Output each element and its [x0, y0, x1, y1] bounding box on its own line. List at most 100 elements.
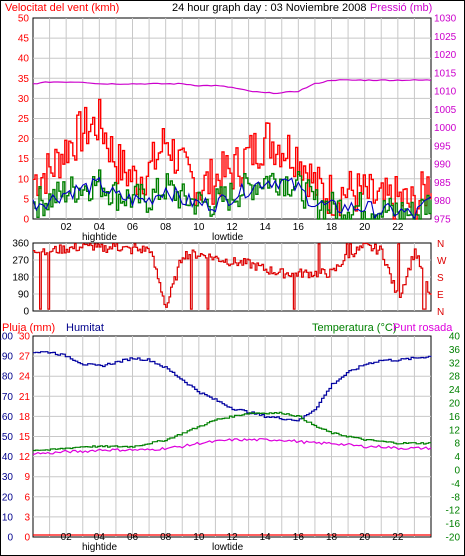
humidity-temperature-panel: 0102030405060708090100036912151821242730…: [0, 332, 460, 544]
humidity-axis-tick: 50: [2, 432, 14, 443]
rain-axis-tick: 0: [24, 533, 30, 544]
temperature-axis-tick: 32: [449, 358, 461, 369]
temperature-axis-tick: -12: [446, 506, 461, 517]
humidity-axis-tick: 90: [2, 352, 14, 363]
hour-tick-label: 06: [127, 222, 139, 233]
hour-tick-label: 22: [392, 222, 404, 233]
wind-axis-tick: 25: [18, 114, 30, 125]
hour-tick-label: 04: [94, 532, 106, 543]
hour-axis-bottom: 02 04 06 08 10 12 14 16 18 20 22: [61, 532, 404, 543]
wind-mean-series: [32, 176, 432, 220]
wind-speed-label: Velocitat del vent (kmh): [5, 2, 119, 14]
temperature-series: [33, 411, 431, 452]
lowtide-label-top: lowtide: [212, 232, 244, 243]
humidity-axis-tick: 20: [2, 492, 14, 503]
temperature-axis-tick: 40: [449, 332, 461, 343]
dewpoint-series: [32, 438, 432, 456]
hour-tick-label: 08: [160, 532, 172, 543]
temperature-axis-tick: 28: [449, 372, 461, 383]
hour-tick-label: 16: [293, 222, 305, 233]
wind-axis-tick: 15: [18, 154, 30, 165]
direction-axis-tick: 270: [12, 256, 29, 267]
direction-axis-tick: 90: [18, 290, 30, 301]
wind-axis-tick: 35: [18, 74, 30, 85]
pressure-axis-tick: 975: [434, 215, 451, 226]
pressure-axis-tick: 1015: [434, 68, 457, 79]
pressure-series: [32, 79, 432, 95]
pressure-axis-tick: 985: [434, 178, 451, 189]
pressure-axis-tick: 1020: [434, 50, 457, 61]
rain-label: Pluja (mm): [2, 322, 55, 334]
humidity-axis-tick: 0: [7, 533, 13, 544]
direction-axis-tick: 360: [12, 239, 29, 250]
wind-axis-tick: 30: [18, 94, 30, 105]
humidity-axis-tick: 30: [2, 472, 14, 483]
hour-tick-label: 20: [359, 532, 371, 543]
hour-tick-label: 14: [260, 532, 272, 543]
pressure-axis-tick: 980: [434, 196, 451, 207]
temperature-axis-tick: 8: [454, 439, 460, 450]
rain-axis-tick: 27: [19, 352, 31, 363]
dewpoint-label: Punt rosada: [393, 322, 453, 334]
pressure-axis-tick: 1005: [434, 105, 457, 116]
humidity-label: Humitat: [66, 322, 104, 334]
rain-axis-tick: 24: [19, 372, 31, 383]
temperature-axis-tick: 12: [449, 425, 461, 436]
temperature-axis-tick: 24: [449, 385, 461, 396]
hour-axis-top: 02 04 06 08 10 12 14 16 18 20 22: [61, 222, 404, 233]
hour-tick-label: 18: [326, 222, 338, 233]
humidity-axis-tick: 70: [2, 392, 14, 403]
pressure-axis-tick: 1000: [434, 123, 457, 134]
wind-direction-series: [33, 242, 432, 310]
hour-tick-label: 02: [61, 532, 73, 543]
wind-axis-tick: 45: [18, 34, 30, 45]
hour-tick-label: 08: [160, 222, 172, 233]
hour-tick-label: 22: [392, 532, 404, 543]
temperature-axis-tick: 16: [449, 412, 461, 423]
hour-tick-label: 02: [61, 222, 73, 233]
temperature-axis-tick: 20: [449, 399, 461, 410]
rain-axis-tick: 15: [19, 432, 31, 443]
wind-axis-tick: 40: [18, 54, 30, 65]
pressure-axis-tick: 1025: [434, 32, 457, 43]
hour-tick-label: 06: [127, 532, 139, 543]
wind-axis-tick: 10: [18, 174, 30, 185]
wind-average-series: [33, 169, 432, 220]
direction-axis-tick: 0: [23, 307, 29, 318]
hour-tick-label: 12: [226, 532, 238, 543]
pressure-axis-tick: 995: [434, 141, 451, 152]
temperature-axis-tick: -4: [451, 479, 460, 490]
hour-tick-label: 16: [293, 532, 305, 543]
pressure-label: Pressió (mb): [370, 2, 432, 14]
hour-tick-label: 10: [193, 222, 205, 233]
wind-axis-tick: 50: [18, 14, 30, 25]
humidity-axis-tick: 10: [2, 512, 14, 523]
pressure-axis-tick: 990: [434, 160, 451, 171]
temperature-axis-tick: -20: [446, 533, 461, 544]
wind-axis-tick: 20: [18, 134, 30, 145]
rain-axis-tick: 6: [24, 492, 30, 503]
hour-tick-label: 04: [94, 222, 106, 233]
wind-axis-tick: 5: [23, 194, 29, 205]
direction-axis-tick: 180: [12, 273, 29, 284]
compass-letter: N: [437, 307, 444, 318]
temperature-axis-tick: -8: [451, 492, 460, 503]
temperature-axis-tick: 4: [454, 452, 460, 463]
rain-axis-tick: 3: [24, 512, 30, 523]
rain-axis-tick: 30: [19, 332, 31, 343]
graph-title: 24 hour graph day : 03 Noviembre 2008: [172, 2, 366, 14]
pressure-axis-tick: 1010: [434, 87, 457, 98]
humidity-axis-tick: 60: [2, 412, 14, 423]
humidity-axis-tick: 100: [0, 332, 13, 343]
rain-axis-tick: 9: [24, 472, 30, 483]
pressure-axis-tick: 1030: [434, 14, 457, 25]
compass-letter: N: [437, 239, 444, 250]
temperature-axis-tick: 36: [449, 345, 461, 356]
humidity-axis-tick: 40: [2, 452, 14, 463]
lowtide-label-bottom: lowtide: [212, 542, 244, 553]
humidity-series: [33, 351, 432, 422]
hour-tick-label: 14: [260, 222, 272, 233]
